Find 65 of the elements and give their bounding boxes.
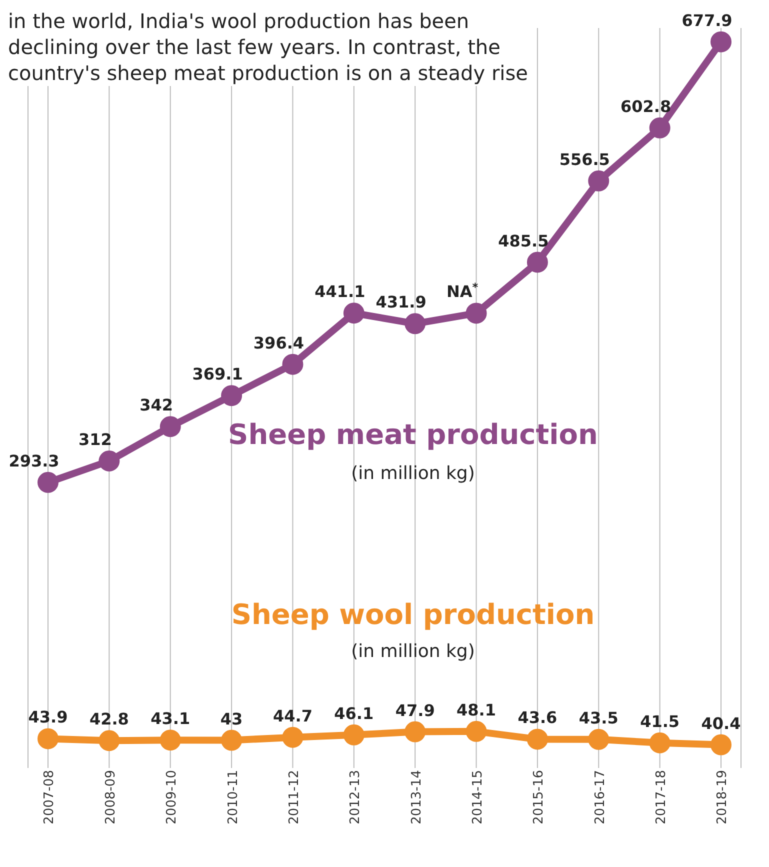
data-label: 41.5 <box>640 712 680 731</box>
x-tick-label: 2015-16 <box>532 770 547 824</box>
data-label: 47.9 <box>395 700 435 720</box>
x-tick-label: 2008-09 <box>103 770 118 824</box>
point <box>588 728 610 750</box>
data-label: 293.3 <box>8 451 60 470</box>
data-label: 556.5 <box>559 150 610 169</box>
data-label: 342 <box>140 396 174 415</box>
point <box>98 730 120 752</box>
data-label: 43.1 <box>150 709 190 728</box>
point <box>649 732 670 754</box>
point <box>404 313 426 334</box>
point <box>38 728 58 750</box>
annotation: (in million kg) <box>350 463 476 484</box>
x-tick-label: 2017-18 <box>654 770 670 824</box>
data-label: 441.1 <box>314 282 366 302</box>
data-label: 431.9 <box>376 292 426 312</box>
x-tick-label: 2014-15 <box>470 770 486 824</box>
data-label: 48.1 <box>456 700 496 720</box>
point <box>282 354 304 375</box>
point <box>38 472 58 493</box>
data-label: 43.6 <box>518 708 558 728</box>
data-label: 677.9 <box>682 10 732 30</box>
x-tick-label: 2011-12 <box>286 770 302 824</box>
point <box>343 302 364 324</box>
data-label: 46.1 <box>334 704 374 723</box>
data-label: 40.4 <box>701 714 741 733</box>
data-label: 602.8 <box>620 96 672 116</box>
data-label: 42.8 <box>89 710 129 729</box>
x-tick-label: 2010-11 <box>226 770 241 824</box>
data-label: 44.7 <box>272 706 312 726</box>
point <box>710 31 732 52</box>
point <box>526 252 548 273</box>
data-label: 43 <box>220 709 243 728</box>
annotation: (in million kg) <box>350 641 476 662</box>
x-tick-label: 2016-17 <box>592 770 608 824</box>
point <box>710 734 732 756</box>
point <box>466 720 487 742</box>
point <box>466 302 487 324</box>
data-label: 312 <box>78 430 112 450</box>
x-tick-label: 2013-14 <box>409 770 424 824</box>
data-label: NA$^{*}$ <box>446 280 478 302</box>
chart-title: in the world, India's wool production has been declining over the last few years. In contrast, the country's sheep meat production is on a steady rise <box>8 8 528 86</box>
x-tick-label: 2018-19 <box>715 770 730 824</box>
point <box>404 721 426 742</box>
text: Sheep wool production <box>230 598 596 631</box>
series-label: Sheep meat production <box>227 418 599 451</box>
point <box>160 416 181 438</box>
point <box>649 117 670 138</box>
point <box>221 385 242 406</box>
data-label: 43.9 <box>28 708 68 727</box>
point <box>526 728 548 750</box>
x-tick-label: 2012-13 <box>348 770 364 824</box>
x-tick-label: 2007-08 <box>42 770 58 824</box>
data-label: 369.1 <box>192 364 243 384</box>
data-label: 43.5 <box>578 708 618 728</box>
point <box>160 730 181 751</box>
data-label: 396.4 <box>253 333 304 352</box>
x-tick-label: 2009-10 <box>164 770 180 824</box>
point <box>98 450 120 472</box>
point <box>282 726 304 748</box>
point <box>343 724 364 746</box>
point <box>221 730 242 751</box>
point <box>588 170 610 192</box>
data-label: 485.5 <box>498 231 549 250</box>
